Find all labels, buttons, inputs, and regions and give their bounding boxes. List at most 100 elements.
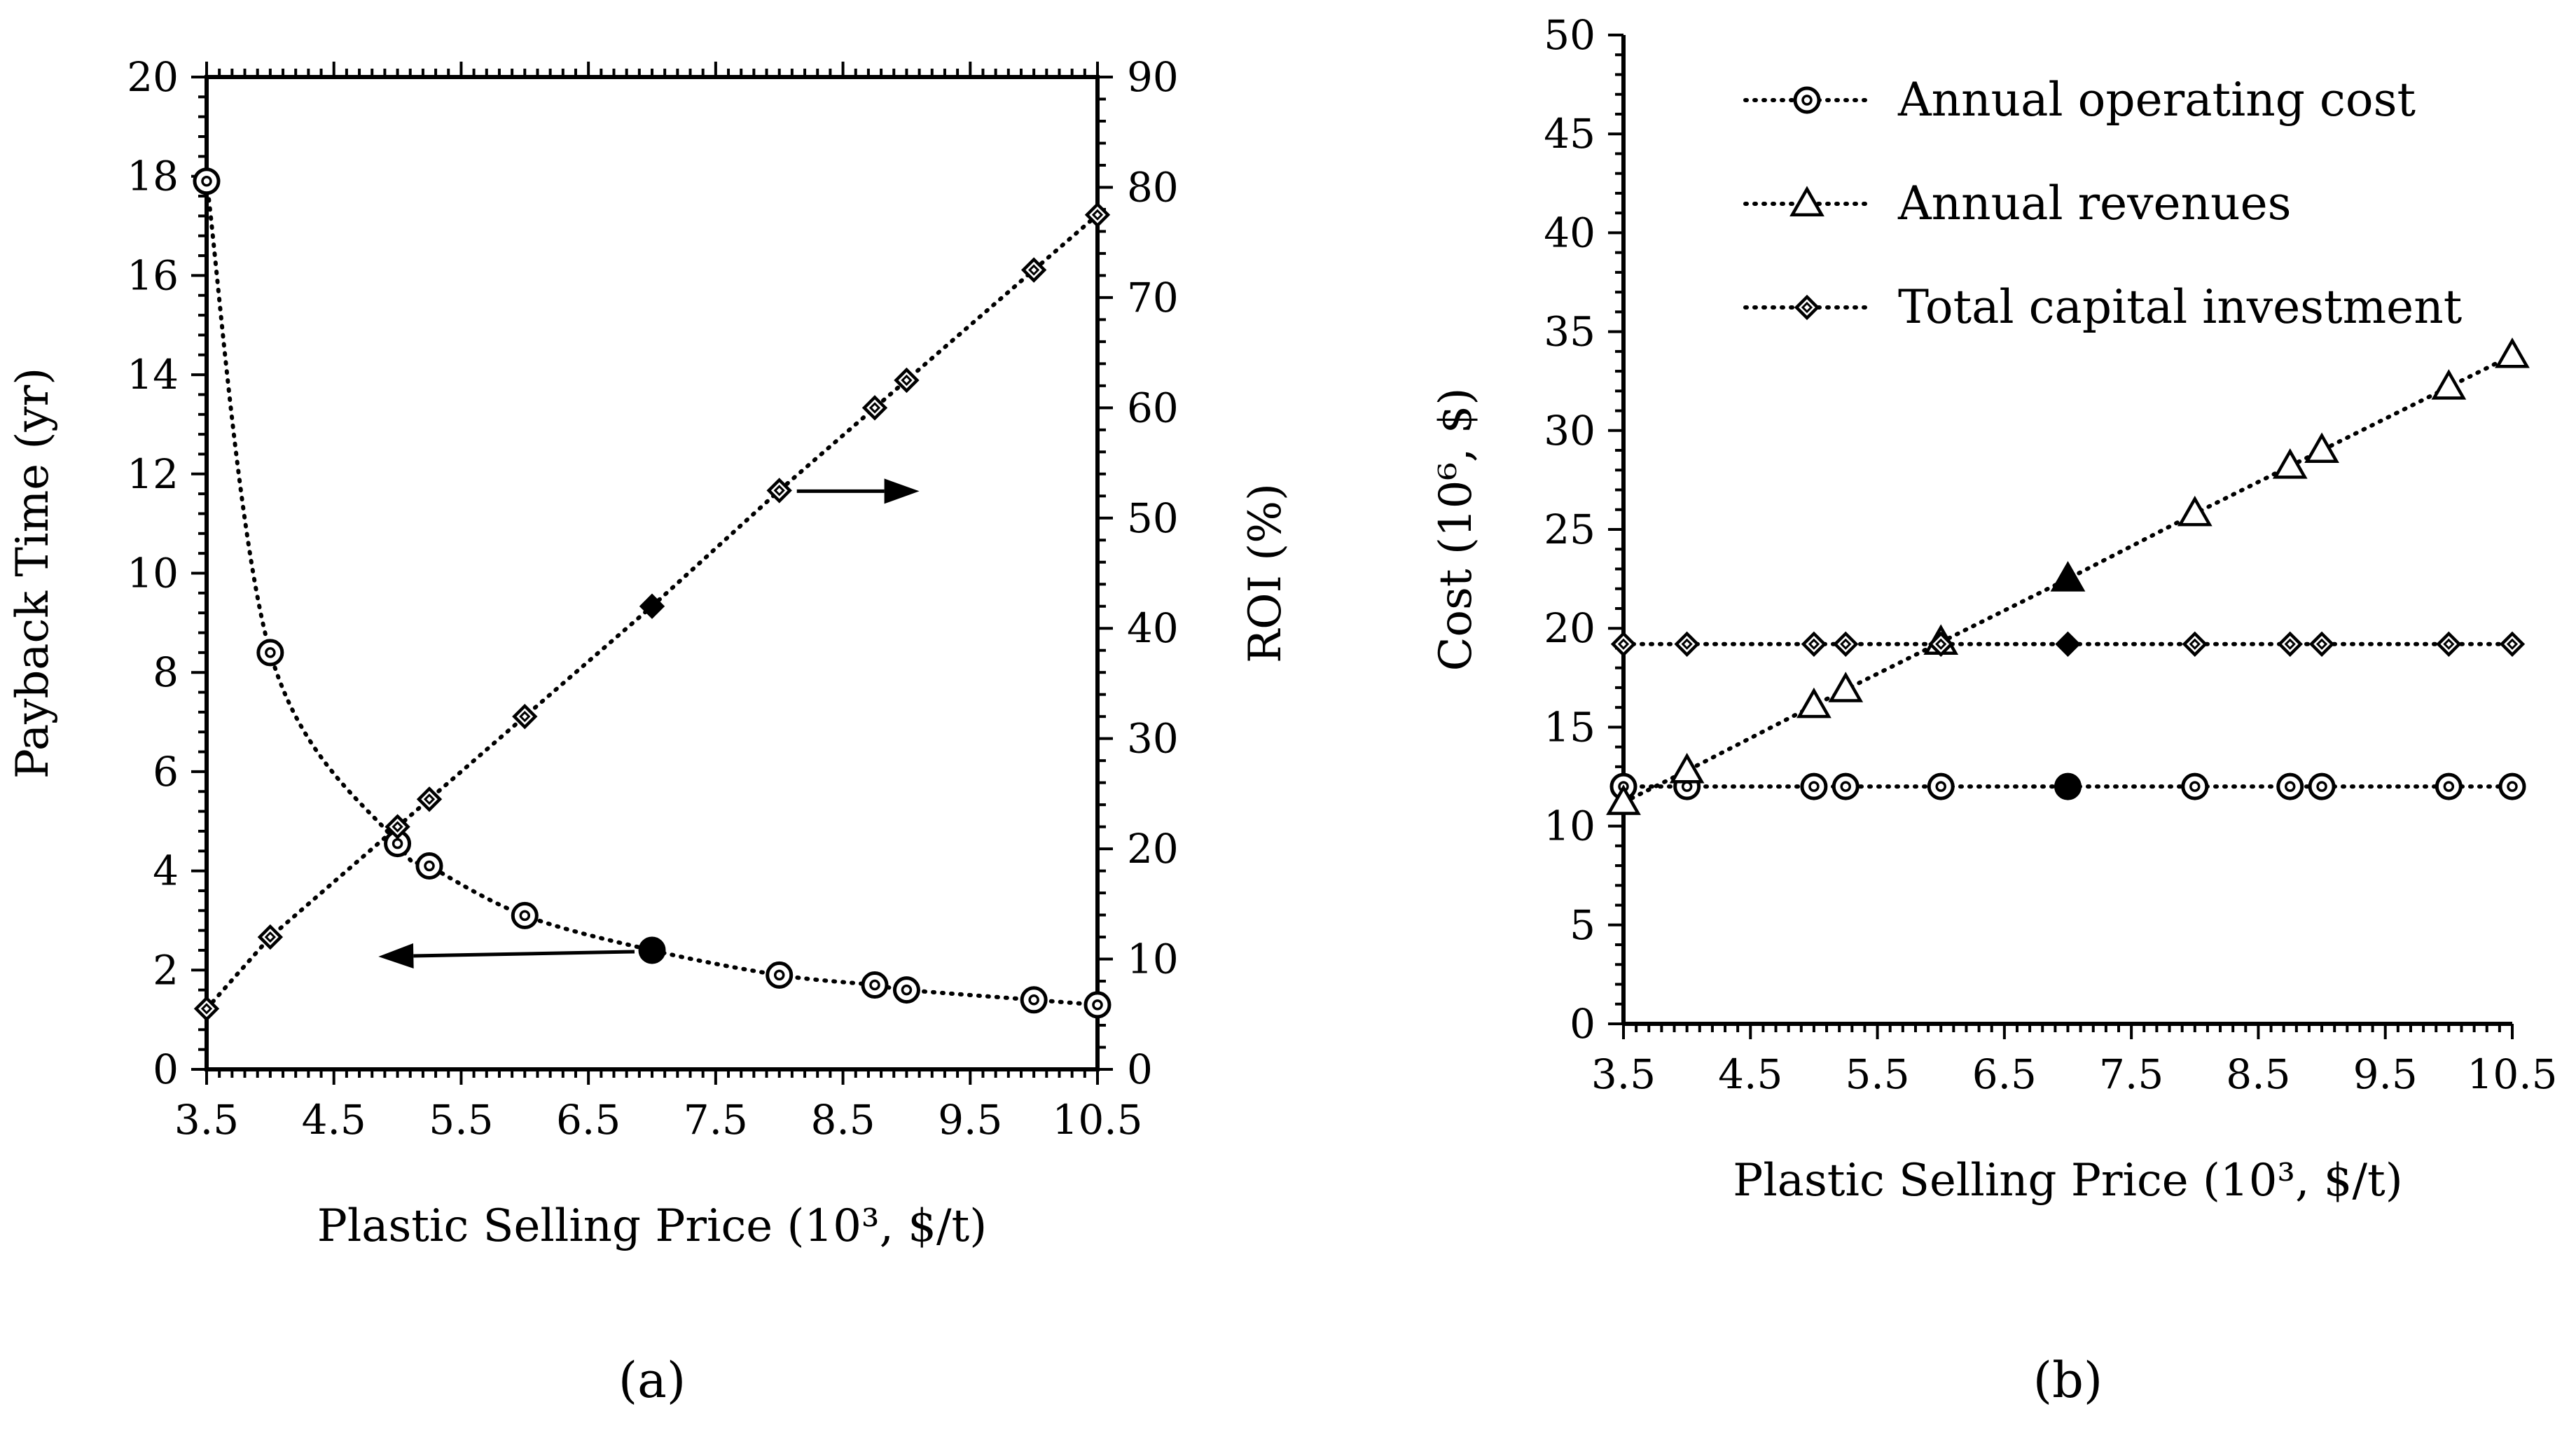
data-point-total-capital-investment: [1610, 631, 1637, 657]
data-point-payback-time-outer: [766, 961, 794, 989]
panel-caption: (a): [618, 1352, 686, 1409]
data-point-roi-inner: [264, 931, 276, 943]
x-tick-label: 4.5: [1718, 1050, 1782, 1098]
x-axis-label: Plastic Selling Price (10³, $/t): [1733, 1155, 2402, 1207]
data-point-roi-outer: [193, 996, 220, 1022]
data-point-roi: [861, 395, 888, 421]
y-tick-label: 20: [127, 53, 179, 101]
data-point-total-capital-investment: [1928, 631, 1954, 657]
data-point-roi: [193, 996, 220, 1022]
data-point-roi: [1020, 257, 1047, 283]
data-point-annual-revenues: [1669, 752, 1705, 784]
data-point-payback-time-inner: [1028, 994, 1039, 1006]
legend-label-annual-revenues: Annual revenues: [1897, 176, 2292, 230]
data-point-total-capital-investment-inner: [2506, 638, 2519, 650]
y-tick-label: 20: [1544, 604, 1595, 652]
data-point-payback-time: [1020, 986, 1048, 1014]
data-point-total-capital-investment: [2308, 631, 2335, 657]
data-point-total-capital-investment: [1674, 631, 1700, 657]
y-tick-label: 8: [153, 648, 179, 696]
data-point-total-capital-investment-outer: [1928, 631, 1954, 657]
data-point-annual-operating-cost: [2435, 772, 2463, 800]
x-tick-label: 7.5: [2099, 1050, 2163, 1098]
x-tick-label: 4.5: [302, 1096, 366, 1144]
panel-caption: (b): [2033, 1352, 2103, 1409]
data-point-roi-inner: [773, 485, 785, 497]
x-tick-label: 10.5: [2467, 1050, 2557, 1098]
data-point-annual-operating-cost: [1831, 772, 1860, 800]
arrow-to-left-axis-shaft: [413, 950, 635, 958]
legend-label-total-capital-investment: Total capital investment: [1898, 280, 2462, 334]
arrow-to-right-axis-head: [884, 478, 920, 504]
data-point-roi-inner: [519, 711, 531, 723]
y-tick-label: 18: [127, 153, 179, 200]
legend-marker-total-capital-investment: [1794, 294, 1820, 321]
data-point-annual-operating-cost-inner: [1935, 781, 1946, 792]
data-point-annual-operating-cost: [1800, 772, 1828, 800]
data-point-annual-revenues: [2177, 495, 2213, 527]
data-point-roi: [766, 478, 792, 504]
data-point-annual-operating-cost-outer: [2276, 772, 2304, 800]
data-point-payback-time: [256, 639, 284, 667]
data-point-roi: [512, 703, 538, 730]
x-axis-label: Plastic Selling Price (10³, $/t): [317, 1200, 987, 1252]
data-point-roi-outer: [766, 478, 792, 504]
x-tick-label: 9.5: [938, 1096, 1002, 1144]
series-line-annual-revenues: [1621, 353, 2514, 805]
y-right-tick-label: 50: [1127, 494, 1179, 542]
data-point-annual-operating-cost-inner: [1808, 781, 1820, 792]
data-point-annual-revenues: [2495, 337, 2530, 368]
data-point-annual-operating-cost: [2181, 772, 2209, 800]
data-point-roi-outer: [416, 786, 443, 812]
data-point-annual-operating-cost: [2308, 772, 2336, 800]
data-point-annual-operating-cost-inner: [2507, 781, 2518, 792]
x-tick-label: 8.5: [2226, 1050, 2290, 1098]
data-point-annual-revenues: [1828, 672, 1864, 702]
y-right-tick-label: 80: [1127, 163, 1179, 211]
data-point-total-capital-investment-inner: [1681, 638, 1693, 650]
data-point-payback-time-outer: [861, 971, 889, 999]
data-point-payback-time-outer: [1020, 986, 1048, 1014]
data-point-total-capital-investment-outer: [2277, 631, 2303, 657]
data-point-annual-operating-cost-inner: [1840, 781, 1851, 792]
y-tick-label: 40: [1544, 209, 1595, 256]
data-point-total-capital-investment-inner: [2315, 638, 2328, 650]
data-point-total-capital-investment: [2436, 631, 2462, 657]
data-point-roi-outer: [512, 703, 538, 730]
x-tick-label: 6.5: [556, 1096, 621, 1144]
data-point-payback-time-outer: [256, 639, 284, 667]
data-point-payback-time: [766, 961, 794, 989]
legend-marker-total-capital-investment-outer: [1794, 294, 1820, 321]
y-right-tick-label: 0: [1127, 1046, 1153, 1093]
y-tick-label: 15: [1544, 703, 1595, 751]
y-tick-label: 0: [1570, 1000, 1595, 1048]
data-point-total-capital-investment-outer: [1833, 631, 1859, 657]
legend-marker-total-capital-investment-inner: [1801, 301, 1813, 314]
data-point-total-capital-investment-outer: [2055, 631, 2081, 657]
data-point-payback-time: [193, 167, 221, 195]
data-point-total-capital-investment-inner: [1935, 638, 1947, 650]
y-tick-label: 6: [153, 748, 179, 796]
data-point-payback-time-inner: [265, 647, 276, 658]
data-point-roi-inner: [1091, 209, 1104, 221]
data-point-annual-operating-cost-outer: [2498, 772, 2526, 800]
y-right-tick-label: 60: [1127, 384, 1179, 431]
data-point-payback-time-inner: [1092, 999, 1103, 1011]
legend-marker-annual-operating-cost: [1793, 86, 1821, 114]
y-axis-label: Cost (10⁶, $): [1430, 388, 1482, 672]
x-tick-label: 5.5: [429, 1096, 493, 1144]
data-point-annual-operating-cost-outer: [2181, 772, 2209, 800]
data-point-annual-operating-cost-outer: [1927, 772, 1955, 800]
data-point-payback-time-inner: [901, 984, 913, 996]
x-tick-label: 7.5: [684, 1096, 748, 1144]
data-point-roi-outer: [894, 367, 920, 394]
x-tick-label: 8.5: [810, 1096, 875, 1144]
data-point-roi: [1084, 202, 1111, 228]
data-point-annual-operating-cost-inner: [2443, 781, 2455, 792]
arrow-to-left-axis: [378, 943, 635, 969]
data-point-payback-time-inner: [201, 176, 212, 187]
data-point-payback-time-outer: [193, 167, 221, 195]
data-point-annual-operating-cost: [2498, 772, 2526, 800]
legend-marker-annual-revenues: [1789, 186, 1824, 216]
